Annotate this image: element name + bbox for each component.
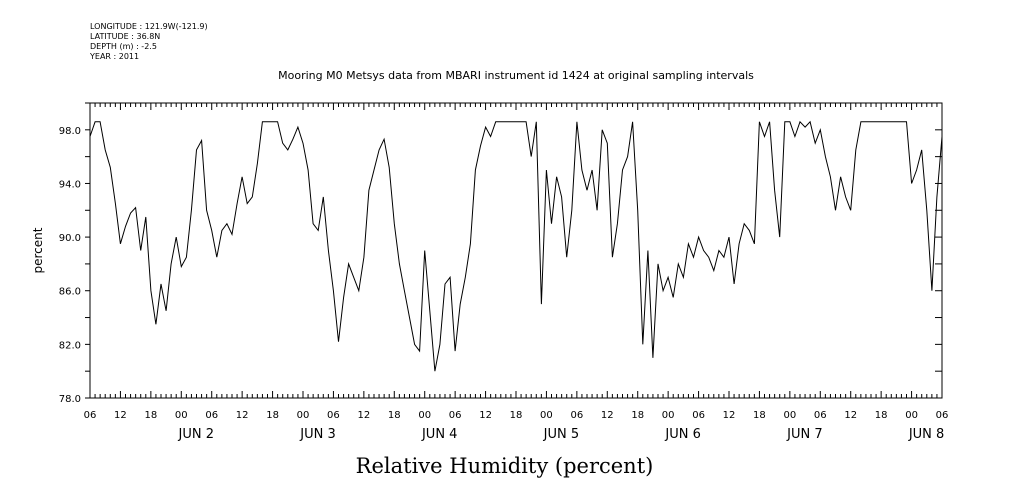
- x-tick-label: 18: [388, 410, 401, 421]
- x-tick-label: 18: [753, 410, 766, 421]
- x-tick-label: 12: [844, 410, 857, 421]
- x-tick-label: 06: [205, 410, 218, 421]
- meta-depth: DEPTH (m) : -2.5: [90, 42, 157, 51]
- y-tick-label: 90.0: [59, 233, 81, 244]
- x-tick-label: 00: [418, 410, 431, 421]
- y-tick-label: 78.0: [59, 394, 81, 405]
- meta-longitude: LONGITUDE : 121.9W(-121.9): [90, 22, 208, 31]
- x-tick-label: 06: [570, 410, 583, 421]
- y-tick-label: 82.0: [59, 340, 81, 351]
- x-tick-label: 00: [783, 410, 796, 421]
- y-tick-label: 98.0: [59, 126, 81, 137]
- x-tick-label: 12: [236, 410, 249, 421]
- x-tick-label: 18: [266, 410, 279, 421]
- x-tick-label: 18: [875, 410, 888, 421]
- x-tick-label: 12: [601, 410, 614, 421]
- x-tick-label: 12: [479, 410, 492, 421]
- x-tick-label: 06: [936, 410, 949, 421]
- x-tick-label: 00: [662, 410, 675, 421]
- x-tick-label: 00: [175, 410, 188, 421]
- x-tick-label: 18: [510, 410, 523, 421]
- date-label: JUN 3: [299, 427, 335, 442]
- date-label: JUN 2: [178, 427, 214, 442]
- date-label: JUN 7: [786, 427, 822, 442]
- y-tick-label: 86.0: [59, 287, 81, 298]
- humidity-series-line: [89, 120, 943, 372]
- x-tick-label: 00: [297, 410, 310, 421]
- y-tick-label: 94.0: [59, 179, 81, 190]
- x-tick-label: 18: [144, 410, 157, 421]
- date-label: JUN 6: [664, 427, 700, 442]
- x-tick-label: 06: [692, 410, 705, 421]
- x-tick-label: 12: [723, 410, 736, 421]
- x-tick-label: 06: [449, 410, 462, 421]
- x-tick-label: 06: [327, 410, 340, 421]
- x-tick-label: 06: [814, 410, 827, 421]
- x-tick-label: 00: [540, 410, 553, 421]
- x-tick-label: 00: [905, 410, 918, 421]
- meta-latitude: LATITUDE : 36.8N: [90, 32, 161, 41]
- y-axis-label: percent: [31, 227, 45, 273]
- chart-title: Mooring M0 Metsys data from MBARI instru…: [278, 69, 754, 82]
- meta-year: YEAR : 2011: [90, 52, 140, 61]
- date-label: JUN 4: [421, 427, 457, 442]
- x-tick-label: 12: [357, 410, 370, 421]
- x-tick-label: 12: [114, 410, 127, 421]
- x-tick-label: 18: [631, 410, 644, 421]
- date-label: JUN 8: [908, 427, 944, 442]
- metadata-block: LONGITUDE : 121.9W(-121.9) LATITUDE : 36…: [90, 22, 208, 62]
- x-tick-label: 06: [84, 410, 97, 421]
- x-axis-caption: Relative Humidity (percent): [355, 454, 654, 478]
- date-label: JUN 5: [543, 427, 579, 442]
